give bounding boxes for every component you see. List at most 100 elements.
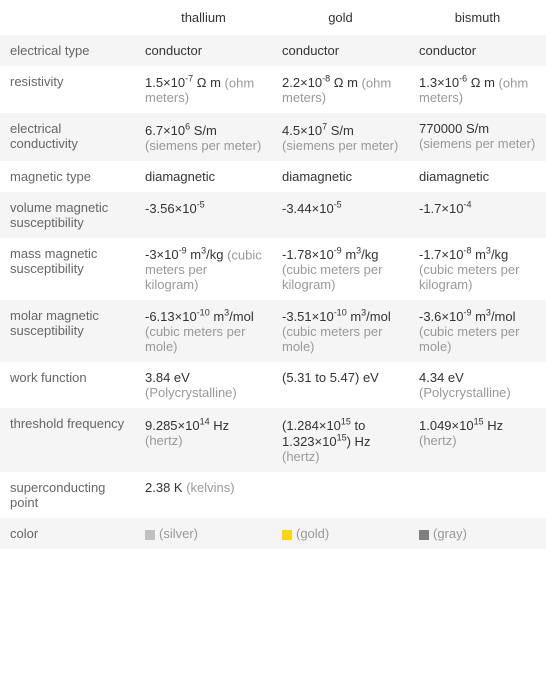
- cell-value: -1.7×10-4: [419, 201, 471, 216]
- cell-unit: (hertz): [145, 433, 183, 448]
- table-row: molar magnetic susceptibility-6.13×10-10…: [0, 300, 546, 362]
- data-cell: conductor: [272, 35, 409, 66]
- row-label: superconducting point: [0, 472, 135, 518]
- row-label: threshold frequency: [0, 408, 135, 472]
- cell-value: diamagnetic: [282, 169, 352, 184]
- cell-value: -3×10-9 m3/kg: [145, 247, 223, 262]
- cell-value: -1.78×10-9 m3/kg: [282, 247, 379, 262]
- cell-value: 4.5×107 S/m: [282, 123, 354, 138]
- data-cell: [409, 472, 546, 518]
- header-gold: gold: [272, 0, 409, 35]
- row-label: mass magnetic susceptibility: [0, 238, 135, 300]
- table-row: mass magnetic susceptibility-3×10-9 m3/k…: [0, 238, 546, 300]
- data-cell: diamagnetic: [272, 161, 409, 192]
- cell-unit: (cubic meters per mole): [145, 324, 245, 354]
- data-cell: -3.51×10-10 m3/mol (cubic meters per mol…: [272, 300, 409, 362]
- cell-value: 6.7×106 S/m: [145, 123, 217, 138]
- data-cell: [272, 472, 409, 518]
- data-cell: 4.5×107 S/m (siemens per meter): [272, 113, 409, 160]
- data-cell: 770000 S/m (siemens per meter): [409, 113, 546, 160]
- cell-value: 1.5×10-7 Ω m: [145, 75, 221, 90]
- cell-value: 770000 S/m: [419, 121, 489, 136]
- cell-value: 1.049×1015 Hz: [419, 418, 503, 433]
- properties-table: thallium gold bismuth electrical type con…: [0, 0, 546, 549]
- data-cell: 1.049×1015 Hz (hertz): [409, 408, 546, 472]
- cell-value: 9.285×1014 Hz: [145, 418, 229, 433]
- data-cell: 9.285×1014 Hz (hertz): [135, 408, 272, 472]
- cell-unit: (siemens per meter): [145, 138, 261, 153]
- data-cell: -1.7×10-4: [409, 192, 546, 238]
- table-row: volume magnetic susceptibility -3.56×10-5…: [0, 192, 546, 238]
- data-cell: 1.3×10-6 Ω m (ohm meters): [409, 66, 546, 113]
- color-name: (silver): [159, 526, 198, 541]
- color-swatch-icon: [419, 530, 429, 540]
- table-row: electrical typeconductorconductorconduct…: [0, 35, 546, 66]
- table-row: superconducting point2.38 K (kelvins): [0, 472, 546, 518]
- table-row: resistivity1.5×10-7 Ω m (ohm meters)2.2×…: [0, 66, 546, 113]
- cell-unit: (Polycrystalline): [145, 385, 237, 400]
- row-label: volume magnetic susceptibility: [0, 192, 135, 238]
- cell-value: -3.51×10-10 m3/mol: [282, 309, 391, 324]
- data-cell: (gold): [272, 518, 409, 549]
- data-cell: -1.78×10-9 m3/kg (cubic meters per kilog…: [272, 238, 409, 300]
- cell-value: (5.31 to 5.47) eV: [282, 370, 379, 385]
- data-cell: (silver): [135, 518, 272, 549]
- table-row: magnetic type diamagnetic diamagnetic diama…: [0, 161, 546, 192]
- cell-value: 1.3×10-6 Ω m: [419, 75, 495, 90]
- cell-value: 2.38 K: [145, 480, 183, 495]
- header-bismuth: bismuth: [409, 0, 546, 35]
- cell-value: -3.44×10-5: [282, 201, 342, 216]
- data-cell: -3.44×10-5: [272, 192, 409, 238]
- data-cell: 2.38 K (kelvins): [135, 472, 272, 518]
- cell-unit: (cubic meters per kilogram): [282, 262, 382, 292]
- row-label: work function: [0, 362, 135, 408]
- cell-value: diamagnetic: [419, 169, 489, 184]
- cell-unit: (hertz): [282, 449, 320, 464]
- row-label: color: [0, 518, 135, 549]
- header-thallium: thallium: [135, 0, 272, 35]
- data-cell: diamagnetic: [135, 161, 272, 192]
- data-cell: diamagnetic: [409, 161, 546, 192]
- cell-unit: (hertz): [419, 433, 457, 448]
- table-row: threshold frequency9.285×1014 Hz (hertz)…: [0, 408, 546, 472]
- cell-value: -3.56×10-5: [145, 201, 205, 216]
- header-empty: [0, 0, 135, 35]
- cell-unit: (siemens per meter): [282, 138, 398, 153]
- row-label: magnetic type: [0, 161, 135, 192]
- data-cell: (gray): [409, 518, 546, 549]
- cell-value: diamagnetic: [145, 169, 215, 184]
- cell-unit: (cubic meters per mole): [282, 324, 382, 354]
- table-row: color (silver) (gold) (gray): [0, 518, 546, 549]
- data-cell: 2.2×10-8 Ω m (ohm meters): [272, 66, 409, 113]
- data-cell: -3×10-9 m3/kg (cubic meters per kilogram…: [135, 238, 272, 300]
- cell-value: conductor: [282, 43, 339, 58]
- row-label: electrical type: [0, 35, 135, 66]
- color-swatch-icon: [282, 530, 292, 540]
- cell-value: conductor: [419, 43, 476, 58]
- cell-value: -6.13×10-10 m3/mol: [145, 309, 254, 324]
- data-cell: 4.34 eV (Polycrystalline): [409, 362, 546, 408]
- cell-unit: (Polycrystalline): [419, 385, 511, 400]
- data-cell: -1.7×10-8 m3/kg (cubic meters per kilogr…: [409, 238, 546, 300]
- data-cell: -6.13×10-10 m3/mol (cubic meters per mol…: [135, 300, 272, 362]
- color-name: (gold): [296, 526, 329, 541]
- table-header-row: thallium gold bismuth: [0, 0, 546, 35]
- cell-value: 3.84 eV: [145, 370, 190, 385]
- row-label: electrical conductivity: [0, 113, 135, 160]
- color-name: (gray): [433, 526, 467, 541]
- row-label: resistivity: [0, 66, 135, 113]
- cell-value: 4.34 eV: [419, 370, 464, 385]
- cell-value: 2.2×10-8 Ω m: [282, 75, 358, 90]
- cell-unit: (cubic meters per kilogram): [419, 262, 519, 292]
- cell-value: (1.284×1015 to 1.323×1015) Hz: [282, 418, 370, 449]
- data-cell: -3.56×10-5: [135, 192, 272, 238]
- cell-value: -3.6×10-9 m3/mol: [419, 309, 516, 324]
- cell-unit: (kelvins): [186, 480, 234, 495]
- row-label: molar magnetic susceptibility: [0, 300, 135, 362]
- table-row: work function3.84 eV (Polycrystalline)(5…: [0, 362, 546, 408]
- data-cell: (1.284×1015 to 1.323×1015) Hz (hertz): [272, 408, 409, 472]
- data-cell: 3.84 eV (Polycrystalline): [135, 362, 272, 408]
- cell-unit: (cubic meters per mole): [419, 324, 519, 354]
- cell-value: -1.7×10-8 m3/kg: [419, 247, 508, 262]
- table-row: electrical conductivity 6.7×106 S/m (siem…: [0, 113, 546, 160]
